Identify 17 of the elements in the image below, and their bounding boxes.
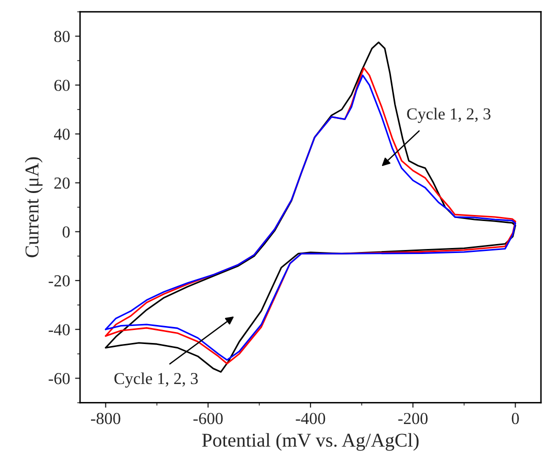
y-tick-label: 0: [62, 226, 70, 238]
y-tick-label: 40: [54, 128, 70, 140]
y-axis-title: Current (μA): [24, 157, 43, 258]
y-tick-label: 20: [54, 178, 70, 189]
y-tick-label: -60: [48, 372, 70, 384]
x-tick-label: 0: [512, 412, 519, 424]
annotation: Cycle 1, 2, 3: [407, 108, 490, 123]
y-tick-label: -20: [48, 275, 70, 286]
x-tick-label: -400: [296, 412, 326, 424]
y-tick-label: 60: [54, 80, 70, 92]
annotation: Cycle 1, 2, 3: [114, 372, 198, 388]
y-tick-label: -40: [48, 324, 70, 336]
x-tick-label: -800: [90, 412, 120, 424]
x-axis-title: Potential (mV vs. Ag/AgCl): [202, 433, 419, 451]
x-tick-label: -600: [193, 412, 223, 424]
x-tick-label: -200: [398, 412, 428, 424]
y-tick-label: 80: [54, 30, 70, 42]
